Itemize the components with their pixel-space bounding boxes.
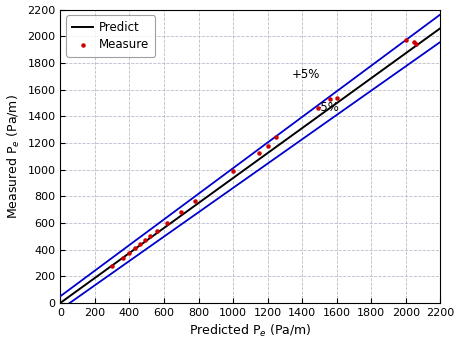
Measure xyxy=(410,39,417,44)
X-axis label: Predicted P$_e$ (Pa/m): Predicted P$_e$ (Pa/m) xyxy=(189,323,311,339)
Measure xyxy=(136,241,143,247)
Measure xyxy=(263,144,271,149)
Text: -5%: -5% xyxy=(315,101,338,114)
Measure xyxy=(108,263,116,268)
Measure xyxy=(125,250,133,256)
Measure xyxy=(118,255,126,260)
Measure xyxy=(272,134,279,140)
Measure xyxy=(146,234,153,239)
Measure xyxy=(177,209,185,215)
Measure xyxy=(163,220,171,226)
Measure xyxy=(131,245,138,250)
Text: +5%: +5% xyxy=(291,68,319,81)
Measure xyxy=(412,41,419,47)
Measure xyxy=(313,105,321,110)
Measure xyxy=(401,38,409,43)
Measure xyxy=(255,150,262,156)
Legend: Predict, Measure: Predict, Measure xyxy=(66,16,155,57)
Measure xyxy=(229,168,236,174)
Measure xyxy=(325,96,333,102)
Measure xyxy=(141,237,148,243)
Measure xyxy=(332,95,340,100)
Y-axis label: Measured P$_e$ (Pa/m): Measured P$_e$ (Pa/m) xyxy=(6,94,22,219)
Measure xyxy=(153,228,160,234)
Measure xyxy=(191,198,198,204)
